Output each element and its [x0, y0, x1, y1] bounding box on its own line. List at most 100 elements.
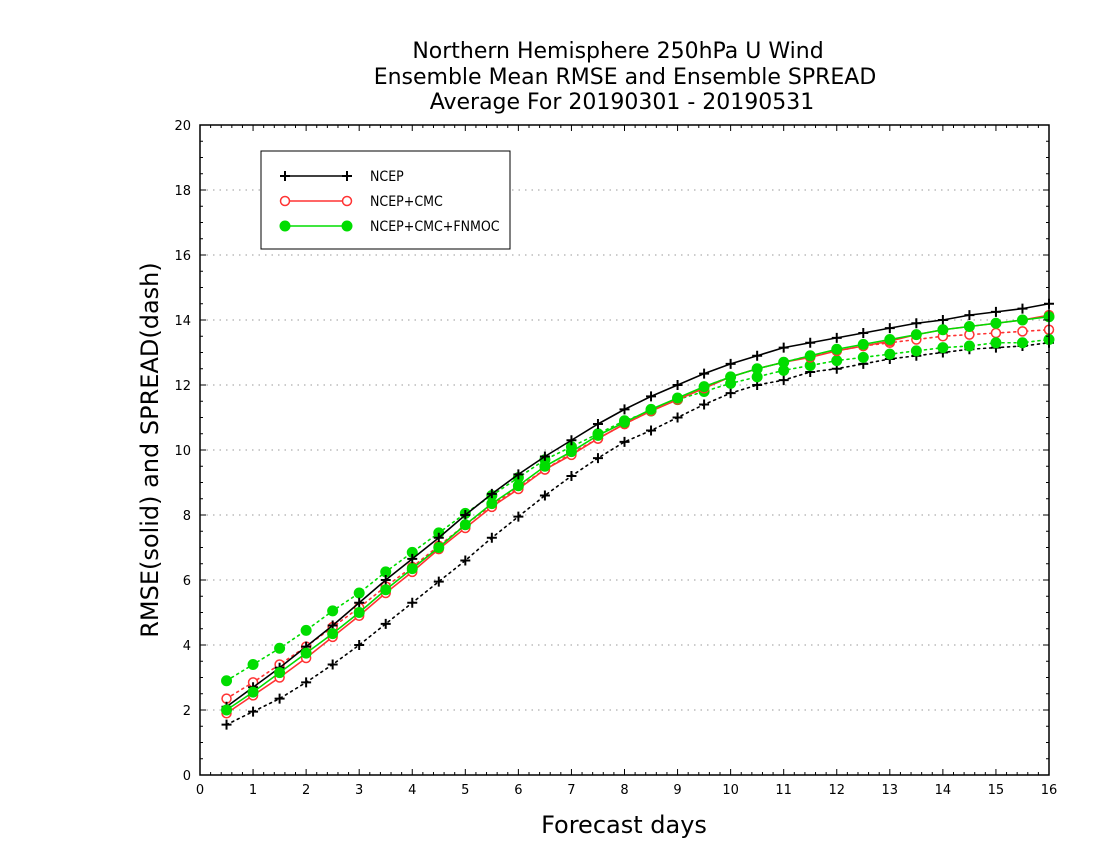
spread-point	[353, 587, 365, 599]
rmse-point	[672, 380, 683, 390]
legend-item-ncep-cmc-fnmoc: NCEP+CMC+FNMOC	[279, 219, 500, 235]
rmse-line	[226, 314, 1050, 714]
rmse-point	[990, 306, 1001, 317]
spread-point	[433, 576, 444, 587]
rmse-point	[459, 519, 471, 531]
y-tick-label: 18	[174, 184, 191, 199]
rmse-line	[226, 302, 1050, 708]
rmse-point	[354, 597, 365, 608]
y-tick-label: 12	[174, 379, 191, 394]
rmse-point	[751, 363, 763, 375]
series-ncep-spread	[221, 337, 1054, 730]
rmse-point	[433, 532, 444, 543]
spread-line	[225, 338, 1050, 682]
spread-point	[910, 345, 922, 357]
spread-point	[990, 337, 1002, 349]
rmse-point	[380, 575, 391, 585]
x-tick-label: 0	[196, 783, 204, 798]
x-tick-label: 4	[408, 783, 416, 798]
rmse-point	[858, 328, 869, 338]
rmse-point	[486, 498, 498, 510]
x-axis-label: Forecast days	[541, 811, 707, 839]
y-tick-label: 2	[183, 704, 191, 719]
spread-point	[857, 351, 869, 363]
title-line-1: Northern Hemisphere 250hPa U Wind	[412, 39, 823, 64]
rmse-point	[221, 704, 233, 716]
rmse-point	[619, 404, 630, 415]
rmse-point	[725, 371, 737, 383]
spread-point	[327, 659, 338, 670]
series-layer	[221, 298, 1055, 730]
legend-box	[260, 150, 511, 250]
rmse-point	[698, 381, 710, 393]
rmse-point	[937, 315, 948, 325]
rmse-point	[566, 435, 577, 446]
rmse-point	[1016, 314, 1028, 326]
spread-point	[539, 490, 550, 501]
rmse-point	[539, 460, 551, 472]
spread-point	[592, 453, 603, 464]
rmse-point	[884, 323, 895, 334]
series-ncep-cmc-spread	[221, 324, 1055, 704]
title-line-2: Ensemble Mean RMSE and Ensemble SPREAD	[374, 65, 877, 90]
rmse-point	[513, 469, 524, 480]
spread-point	[778, 375, 789, 386]
rmse-point	[831, 332, 842, 343]
rmse-point	[512, 480, 524, 492]
rmse-point	[725, 358, 736, 369]
spread-point	[963, 340, 975, 352]
rmse-point	[857, 338, 869, 350]
series-ncep-rmse	[221, 298, 1054, 712]
legend-marker	[279, 195, 291, 207]
spread-point	[725, 388, 736, 399]
x-tick-label: 10	[722, 783, 739, 798]
series-ncep-cmc-fnmoc-rmse	[221, 311, 1055, 716]
spread-point	[566, 471, 577, 481]
spread-point	[221, 675, 233, 687]
y-axis-label: RMSE(solid) and SPREAD(dash)	[136, 262, 164, 638]
legend: NCEP NCEP+CMC NCEP+CMC+FNMOC	[260, 150, 511, 250]
legend-label: NCEP+CMC	[370, 194, 443, 210]
legend-item-ncep-cmc: NCEP+CMC	[279, 194, 443, 210]
legend-marker	[341, 195, 353, 207]
spread-point	[460, 555, 471, 566]
x-tick-label: 12	[828, 783, 845, 798]
rmse-point	[300, 647, 312, 659]
rmse-point	[804, 350, 816, 362]
spread-point	[407, 597, 418, 608]
x-tick-label: 9	[673, 783, 681, 798]
rmse-point	[406, 563, 418, 575]
y-tick-label: 6	[183, 574, 191, 589]
x-tick-label: 14	[935, 783, 952, 798]
rmse-point	[831, 343, 843, 355]
rmse-point	[619, 416, 630, 428]
x-tick-label: 8	[620, 783, 628, 798]
spread-point	[301, 677, 312, 688]
rmse-point	[1017, 303, 1028, 314]
rmse-point	[699, 368, 710, 379]
spread-point	[380, 618, 391, 629]
rmse-point	[805, 337, 816, 348]
rmse-point	[247, 686, 259, 698]
rmse-point	[592, 419, 603, 429]
rmse-point	[433, 542, 445, 553]
rmse-point	[460, 510, 471, 520]
rmse-point	[407, 553, 418, 564]
x-tick-label: 3	[355, 783, 363, 798]
spread-point	[672, 412, 683, 423]
spread-point	[937, 342, 949, 354]
series-ncep-cmc-fnmoc-spread	[221, 334, 1055, 687]
rmse-point	[274, 667, 286, 679]
spread-point	[646, 425, 657, 436]
rmse-point	[646, 391, 657, 402]
x-tick-label: 1	[249, 783, 257, 798]
y-tick-label: 20	[174, 119, 191, 134]
rmse-point	[327, 628, 339, 640]
x-tick-label: 2	[302, 783, 310, 798]
legend-label: NCEP+CMC+FNMOC	[370, 219, 500, 235]
rmse-point	[752, 350, 763, 361]
series-ncep-cmc-rmse	[221, 309, 1055, 719]
rmse-point	[380, 584, 392, 596]
spread-point	[699, 399, 710, 410]
legend-marker	[341, 220, 353, 232]
